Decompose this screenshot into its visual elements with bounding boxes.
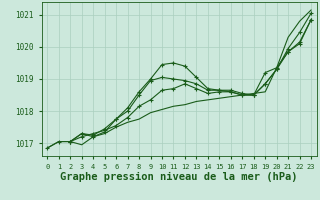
X-axis label: Graphe pression niveau de la mer (hPa): Graphe pression niveau de la mer (hPa): [60, 172, 298, 182]
